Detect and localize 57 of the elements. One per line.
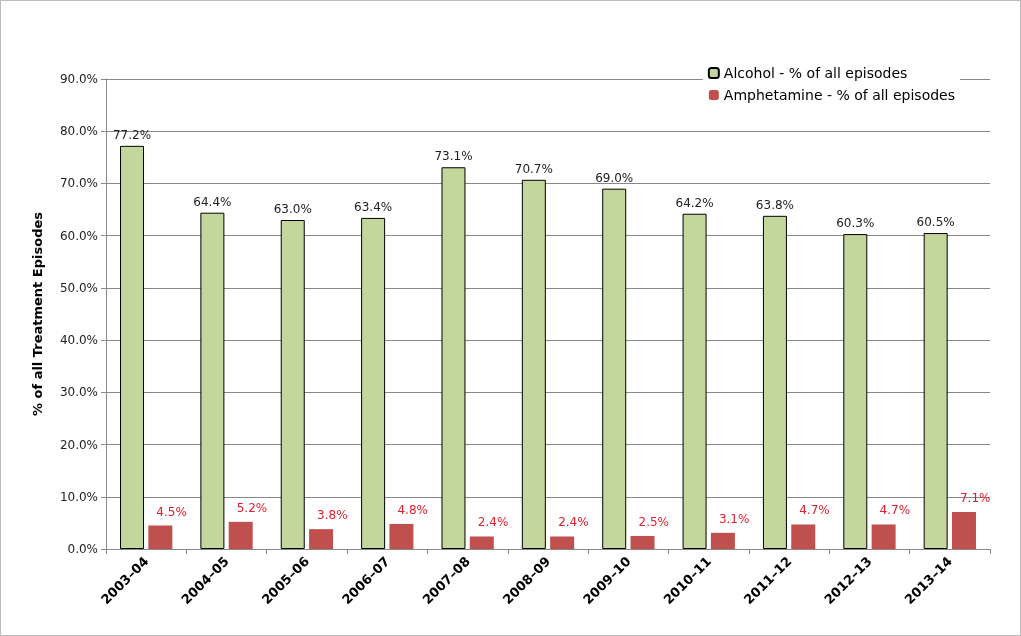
y-tick-label: 50.0% xyxy=(59,280,98,295)
y-axis-title: % of all Treatment Episodes xyxy=(30,211,45,417)
bar xyxy=(762,215,787,549)
bar xyxy=(309,529,334,549)
data-label: 3.1% xyxy=(718,511,750,526)
bar xyxy=(280,220,305,549)
y-tick-label: 90.0% xyxy=(59,72,98,86)
y-tick-label: 40.0% xyxy=(59,333,98,348)
y-tick-label: 10.0% xyxy=(59,489,98,504)
data-label: 2.4% xyxy=(477,515,509,530)
bar xyxy=(682,213,707,549)
data-label: 60.5% xyxy=(916,215,955,230)
bar xyxy=(228,521,253,549)
data-label: 2.4% xyxy=(558,515,589,530)
data-label: 4.7% xyxy=(799,503,830,518)
bar xyxy=(951,511,976,549)
bar xyxy=(871,524,896,549)
bar xyxy=(148,525,173,549)
bar xyxy=(120,145,145,549)
bar xyxy=(521,179,546,549)
y-tick-label: 20.0% xyxy=(59,437,98,452)
data-label: 63.0% xyxy=(273,202,312,216)
legend-label: Amphetamine - % of all episodes xyxy=(723,87,955,103)
data-label: 5.2% xyxy=(236,500,268,515)
data-label: 7.1% xyxy=(959,490,991,505)
bar xyxy=(200,212,225,549)
data-label: 63.8% xyxy=(755,197,794,212)
bar xyxy=(923,233,948,549)
data-label: 64.2% xyxy=(675,195,714,210)
legend-label: Alcohol - % of all episodes xyxy=(723,65,908,81)
y-tick-label: 80.0% xyxy=(59,124,98,139)
data-label: 77.2% xyxy=(112,127,152,142)
y-tick-label: 70.0% xyxy=(59,176,98,191)
bar xyxy=(602,188,627,549)
y-tick-label: 60.0% xyxy=(59,228,98,243)
data-label: 69.0% xyxy=(595,170,634,185)
data-label: 64.4% xyxy=(193,194,232,209)
bar xyxy=(630,535,655,549)
bar xyxy=(843,234,868,549)
data-label: 63.4% xyxy=(354,199,393,214)
data-label: 2.5% xyxy=(638,514,670,529)
bar xyxy=(389,523,414,549)
y-tick-label: 0.0% xyxy=(67,542,98,556)
bar xyxy=(361,217,386,549)
y-tick-label: 30.0% xyxy=(59,385,98,400)
data-label: 4.8% xyxy=(397,502,428,517)
bar xyxy=(469,536,494,549)
bar xyxy=(710,532,735,549)
bar xyxy=(791,524,816,549)
data-label: 60.3% xyxy=(836,216,875,231)
data-label: 3.8% xyxy=(317,508,348,523)
data-label: 73.1% xyxy=(434,149,473,164)
bar xyxy=(441,167,466,549)
data-label: 4.5% xyxy=(156,504,187,519)
data-label: 70.7% xyxy=(514,161,553,176)
data-label: 4.7% xyxy=(879,503,911,518)
bar xyxy=(550,536,575,549)
